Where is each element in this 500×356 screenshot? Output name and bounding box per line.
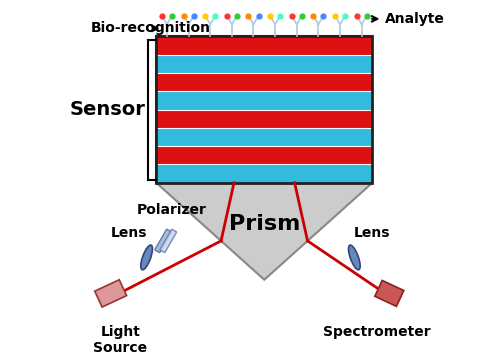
Ellipse shape xyxy=(348,245,360,270)
Text: Prism: Prism xyxy=(228,214,300,234)
Polygon shape xyxy=(154,229,172,253)
Polygon shape xyxy=(375,281,404,307)
Bar xyxy=(156,36,372,55)
Polygon shape xyxy=(94,280,126,307)
Bar xyxy=(156,128,372,146)
Bar xyxy=(156,146,372,164)
Text: Light
Source: Light Source xyxy=(93,325,148,355)
Text: Lens: Lens xyxy=(354,226,390,240)
Text: Analyte: Analyte xyxy=(372,12,445,26)
Text: Lens: Lens xyxy=(111,226,148,240)
Text: Polarizer: Polarizer xyxy=(137,203,207,217)
Bar xyxy=(156,164,372,183)
Bar xyxy=(156,91,372,110)
Bar xyxy=(156,73,372,91)
Text: Spectrometer: Spectrometer xyxy=(323,325,430,339)
Ellipse shape xyxy=(141,245,152,270)
Polygon shape xyxy=(156,183,372,280)
Bar xyxy=(156,36,372,183)
Bar xyxy=(156,110,372,128)
Polygon shape xyxy=(160,229,176,253)
Text: Sensor: Sensor xyxy=(69,100,145,119)
Text: Bio-recognition: Bio-recognition xyxy=(91,21,211,36)
Bar xyxy=(156,55,372,73)
Bar xyxy=(156,36,372,183)
